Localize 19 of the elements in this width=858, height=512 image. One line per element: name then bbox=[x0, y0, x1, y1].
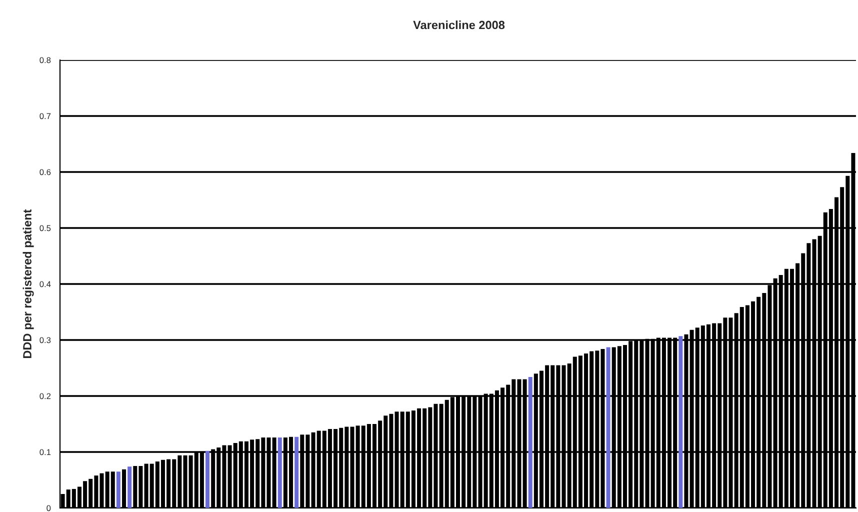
y-tick-label: 0.2 bbox=[40, 393, 51, 400]
bar bbox=[206, 450, 210, 508]
bar bbox=[678, 336, 683, 508]
bar bbox=[606, 347, 610, 508]
y-tick-label: 0.7 bbox=[40, 113, 51, 120]
bar bbox=[528, 376, 532, 508]
bar bbox=[278, 437, 282, 508]
bar bbox=[128, 466, 132, 508]
bar bbox=[116, 472, 120, 508]
y-axis-title: DDD per registered patient bbox=[22, 209, 34, 358]
chart-title: Varenicline 2008 bbox=[413, 20, 505, 30]
bar bbox=[294, 436, 299, 508]
y-tick-label: 0.4 bbox=[40, 281, 51, 288]
y-tick-label: 0.1 bbox=[40, 449, 51, 456]
y-tick-label: 0.6 bbox=[40, 169, 51, 176]
y-tick-label: 0.5 bbox=[40, 225, 51, 232]
y-tick-label: 0.3 bbox=[40, 337, 51, 344]
y-tick-label: 0.8 bbox=[40, 57, 51, 64]
y-tick-label: 0 bbox=[46, 505, 51, 512]
